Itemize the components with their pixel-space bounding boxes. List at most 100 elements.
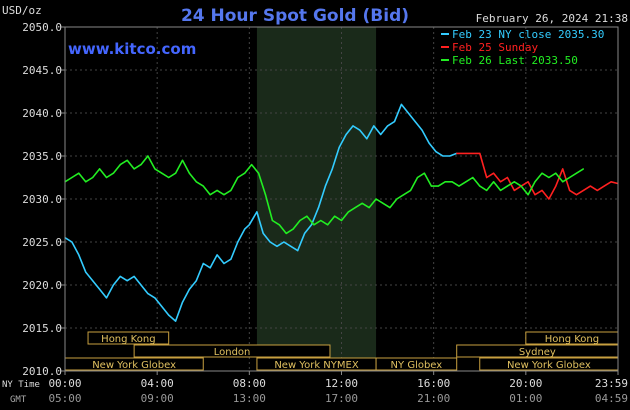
series-point [276, 245, 278, 247]
x-tick-label-ny: 08:00 [233, 377, 266, 390]
series-point [416, 176, 419, 179]
watermark-text: www.kitco.com [68, 40, 196, 58]
market-session-bar [375, 357, 458, 371]
y-tick-label: 2045.0 [22, 64, 62, 77]
series-point [403, 194, 405, 196]
series-point [175, 172, 177, 174]
series-point [313, 224, 315, 226]
series-point [140, 284, 142, 286]
series-point [168, 314, 170, 316]
market-session-label: Sydney [519, 347, 556, 358]
series-line [64, 103, 457, 322]
ny-time-row-label: NY Time [2, 380, 40, 390]
series-point [569, 176, 571, 179]
y-tick-label: 2020.0 [22, 279, 62, 292]
series-point [513, 181, 515, 183]
x-tick-label-gmt: 01:00 [509, 392, 542, 405]
market-session-label: Hong Kong [545, 334, 599, 345]
series-point [451, 181, 453, 183]
series-point [133, 275, 135, 277]
x-tick-label-gmt: 17:00 [325, 392, 358, 405]
series-point [216, 254, 218, 256]
series-point [493, 181, 495, 183]
series-point [168, 176, 170, 179]
series-point [256, 211, 258, 213]
series-point [271, 219, 273, 222]
series-point [435, 151, 437, 153]
series-point [534, 181, 536, 183]
series-point [216, 189, 218, 191]
series-point [366, 138, 368, 140]
series-point [237, 176, 239, 179]
x-tick-label-gmt: 05:00 [48, 392, 81, 405]
x-tick-label-ny: 04:00 [141, 377, 174, 390]
series-point [175, 320, 177, 322]
legend-item-feb25: Feb 25 Sunday [452, 41, 538, 54]
y-tick-label: 2025.0 [22, 236, 62, 249]
series-point [278, 224, 280, 226]
series-point [99, 168, 101, 170]
series-point [147, 293, 149, 295]
series-point [310, 224, 313, 226]
series-point [223, 194, 225, 196]
series-point [331, 168, 333, 170]
x-tick-label-gmt: 09:00 [141, 392, 174, 405]
series-point [230, 258, 232, 260]
series-point [456, 152, 458, 154]
series-point [548, 198, 550, 200]
series-point [92, 280, 94, 282]
series-point [244, 228, 246, 230]
series-point [133, 168, 135, 170]
series-point [444, 181, 446, 183]
series-point [119, 275, 121, 277]
series-point [479, 152, 481, 154]
series-point [442, 155, 444, 157]
series-point [582, 168, 585, 170]
series-point [317, 207, 320, 209]
series-point [202, 185, 204, 187]
series-point [458, 185, 460, 187]
series-line [64, 155, 584, 235]
series-point [188, 288, 190, 290]
market-session-label: New York Globex [507, 360, 591, 371]
series-point [78, 172, 80, 174]
series-point [506, 185, 508, 187]
series-layer [64, 103, 619, 322]
series-point [541, 172, 543, 174]
series-point [410, 189, 412, 191]
series-point [223, 262, 225, 265]
timestamp: February 26, 2024 21:38 [476, 12, 628, 25]
series-point [527, 181, 529, 183]
series-point [430, 185, 432, 187]
series-point [230, 189, 232, 191]
series-point [479, 185, 481, 187]
series-point [380, 133, 382, 136]
series-point [359, 129, 361, 131]
series-2 [64, 155, 585, 235]
series-point [237, 241, 239, 243]
series-point [244, 172, 246, 174]
y-tick-label: 2050.0 [22, 21, 62, 34]
series-point [306, 215, 308, 217]
x-tick-label-ny: 12:00 [325, 377, 358, 390]
series-point [407, 112, 409, 114]
series-point [161, 172, 163, 174]
x-tick-label-gmt: 13:00 [233, 392, 266, 405]
series-point [338, 146, 340, 148]
x-tick-label-ny: 00:00 [48, 377, 81, 390]
series-point [396, 198, 398, 200]
x-tick-label-gmt: 21:00 [417, 392, 450, 405]
series-point [92, 176, 94, 179]
series-point [527, 194, 529, 196]
x-tick-label-gmt: 04:59 [595, 392, 628, 405]
series-point [421, 129, 423, 131]
series-point [548, 176, 550, 179]
series-point [105, 297, 108, 299]
series-point [126, 159, 128, 161]
series-point [354, 207, 356, 209]
series-point [340, 219, 343, 222]
series-0 [64, 103, 458, 322]
series-point [283, 241, 285, 243]
chart-title: 24 Hour Spot Gold (Bid) [181, 6, 409, 26]
series-point [181, 301, 184, 303]
